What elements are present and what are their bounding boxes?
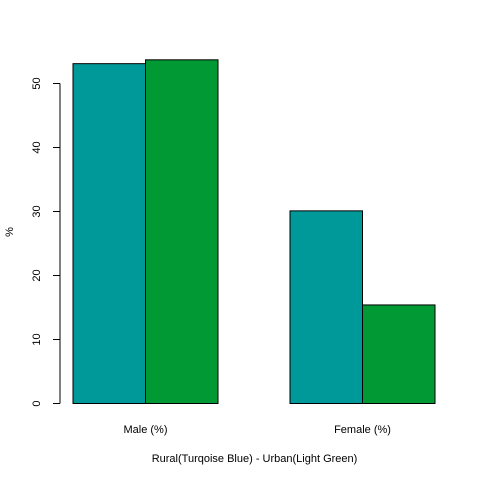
y-axis-title: % [4, 227, 16, 237]
x-category-labels: Male (%) Female (%) [123, 424, 390, 436]
y-tick-label: 40 [31, 141, 43, 153]
bar-rural-male [73, 64, 146, 404]
y-tick-label: 0 [31, 400, 43, 406]
x-category-label: Male (%) [123, 424, 167, 436]
bar-rural-female [290, 211, 363, 404]
y-tick-label: 20 [31, 269, 43, 281]
x-category-label: Female (%) [334, 424, 391, 436]
y-tick-label: 30 [31, 205, 43, 217]
x-axis-title: Rural(Turqoise Blue) - Urban(Light Green… [152, 453, 358, 465]
bars-group [73, 60, 435, 404]
y-tick-label: 50 [31, 77, 43, 89]
bar-urban-female [363, 305, 436, 404]
y-tick-label: 10 [31, 333, 43, 345]
bar-urban-male [146, 60, 219, 404]
y-axis: 0 10 20 30 40 50 [31, 77, 60, 406]
